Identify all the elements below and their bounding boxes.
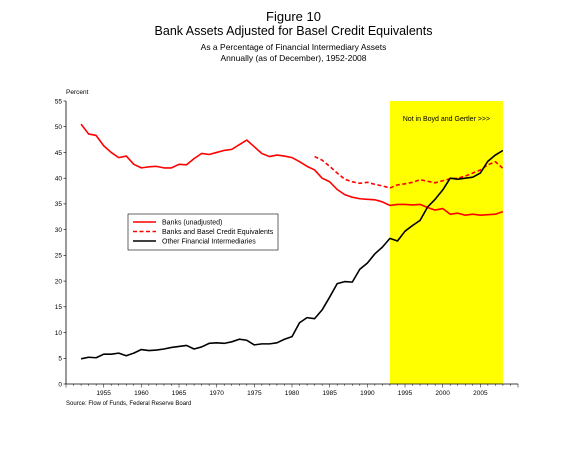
x-tick-label: 1985 [322,390,337,397]
y-tick-label: 50 [55,124,63,131]
legend-label-1: Banks (unadjusted) [162,219,222,226]
highlight-label: Not in Boyd and Gertler >>> [403,116,490,123]
chart-subtitle-line-1: As a Percentage of Financial Intermediar… [200,42,387,52]
series-line-3 [80,149,504,360]
y-tick-label: 45 [55,150,63,157]
y-tick-label: 25 [55,253,63,260]
y-tick-label: 55 [55,98,63,105]
legend-label-3: Other Financial Intermediaries [162,238,256,245]
y-tick-label: 15 [55,304,63,311]
series-line-1 [80,123,504,217]
y-tick-label: 40 [55,175,63,182]
legend-label-2: Banks and Basel Credit Equivalents [162,229,274,236]
x-tick-label: 1990 [360,390,375,397]
x-tick-label: 1955 [96,390,111,397]
x-tick-label: 1965 [172,390,187,397]
series-line-2 [314,155,504,189]
chart-title: Bank Assets Adjusted for Basel Credit Eq… [154,24,433,38]
x-tick-label: 2005 [473,390,488,397]
y-tick-label: 20 [55,278,63,285]
y-axis-label: Percent [66,89,89,96]
highlight-region [389,101,503,384]
y-tick-label: 35 [55,201,63,208]
chart-subtitle-line-2: Annually (as of December), 1952-2008 [220,53,367,63]
x-tick-label: 1960 [134,390,149,397]
source-note: Source: Flow of Funds, Federal Reserve B… [66,401,192,407]
y-tick-label: 0 [58,381,62,388]
y-tick-label: 5 [58,356,62,363]
x-tick-label: 1975 [247,390,262,397]
y-tick-label: 30 [55,227,63,234]
x-tick-label: 1995 [398,390,413,397]
x-tick-label: 1970 [209,390,224,397]
figure-label: Figure 10 [266,9,321,24]
x-tick-label: 2000 [435,390,450,397]
x-tick-label: 1980 [285,390,300,397]
y-tick-label: 10 [55,330,63,337]
